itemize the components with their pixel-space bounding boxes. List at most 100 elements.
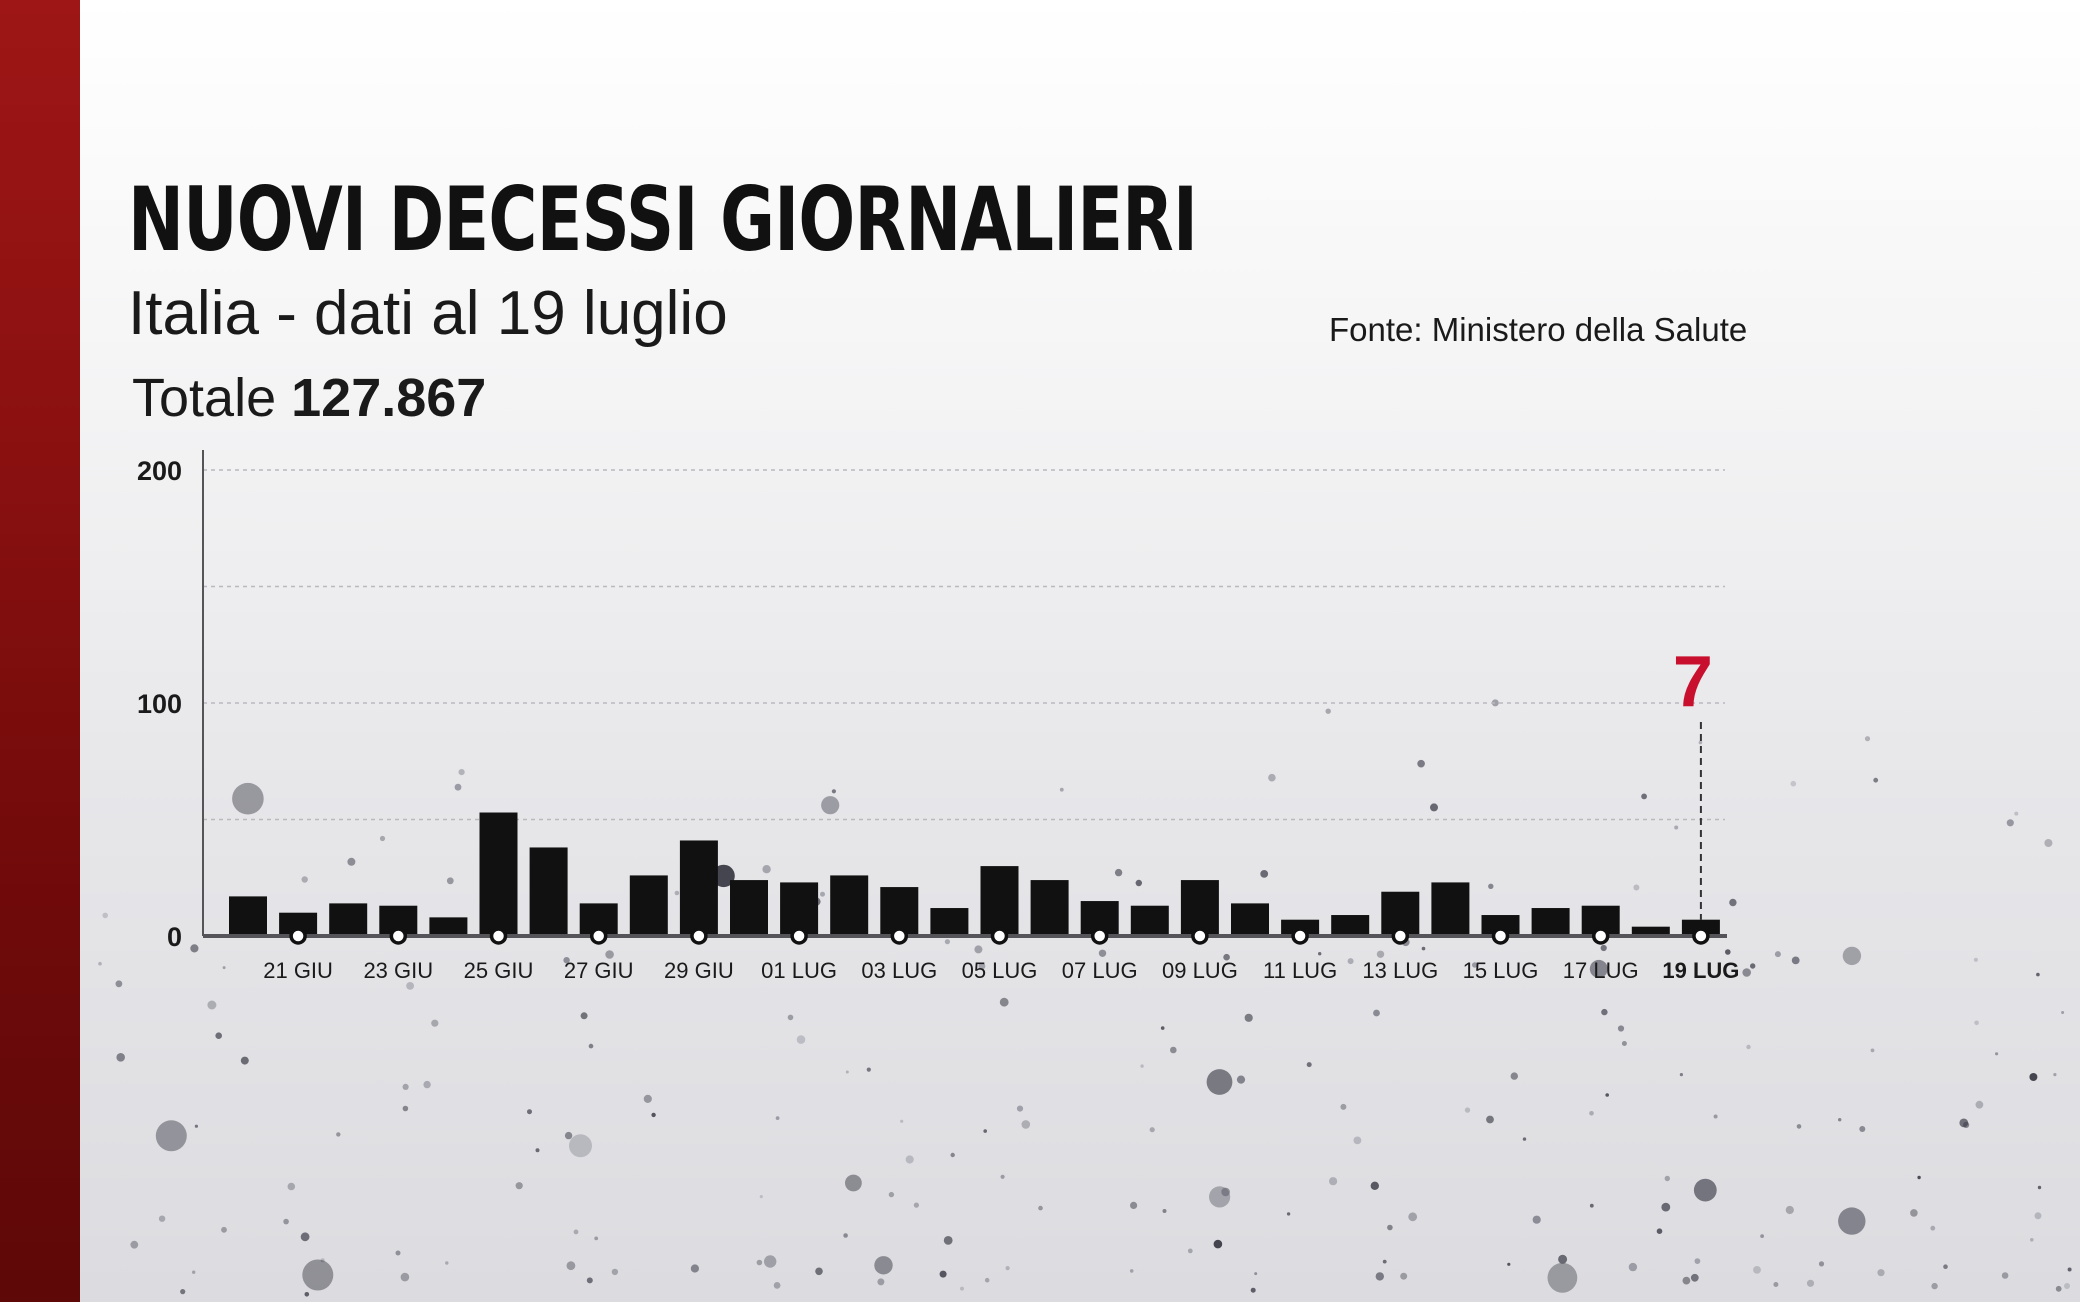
- speckle: [939, 1270, 947, 1278]
- speckle: [974, 945, 983, 954]
- x-tick-label: 09 LUG: [1162, 958, 1238, 983]
- speckle: [1329, 1177, 1338, 1186]
- total-line: Totale 127.867: [132, 371, 486, 425]
- speckle: [888, 1191, 895, 1198]
- speckle: [2029, 1073, 2038, 1081]
- speckle: [1417, 759, 1425, 768]
- speckle: [1532, 1215, 1541, 1224]
- background-speckles: [98, 699, 2072, 1297]
- grid-lines: [203, 469, 1725, 821]
- speckle: [1223, 953, 1230, 961]
- speckle: [155, 1120, 187, 1152]
- speckle: [1694, 1258, 1701, 1264]
- speckle: [1187, 1248, 1193, 1254]
- speckle: [116, 1053, 125, 1062]
- bars: [229, 812, 1720, 936]
- speckle: [1753, 1266, 1761, 1274]
- speckle: [913, 1202, 920, 1208]
- speckle: [1318, 952, 1322, 956]
- bar: [1130, 905, 1169, 936]
- speckle: [1628, 1262, 1638, 1272]
- x-tick-label: 15 LUG: [1463, 958, 1539, 983]
- x-tick-marker: [1090, 927, 1109, 945]
- speckle: [283, 1218, 289, 1225]
- speckle: [983, 1129, 987, 1133]
- speckle: [1621, 1041, 1627, 1046]
- speckle: [102, 912, 108, 919]
- speckle: [1600, 944, 1607, 952]
- speckle: [564, 1131, 573, 1140]
- speckle: [240, 1056, 249, 1065]
- speckle: [796, 1035, 806, 1044]
- speckle: [192, 1270, 196, 1274]
- speckle: [1021, 1120, 1031, 1129]
- speckle: [573, 1229, 579, 1235]
- speckle: [1959, 1118, 1969, 1128]
- speckle: [1206, 1069, 1233, 1095]
- speckle: [1114, 868, 1123, 877]
- speckle: [194, 1124, 198, 1128]
- bar: [679, 840, 718, 936]
- y-tick-label: 200: [137, 456, 182, 486]
- speckle: [787, 1014, 794, 1021]
- speckle: [431, 1019, 439, 1027]
- highlight-value-label: 7: [1673, 642, 1713, 722]
- speckle: [1870, 1048, 1875, 1053]
- speckle: [232, 782, 264, 815]
- speckle: [1510, 1072, 1519, 1080]
- speckle: [1790, 780, 1797, 787]
- speckle: [773, 1282, 781, 1289]
- speckle: [1005, 1266, 1010, 1271]
- speckle: [395, 1250, 401, 1256]
- speckle: [845, 1070, 849, 1074]
- speckle: [402, 1083, 409, 1090]
- speckle: [2037, 1185, 2042, 1190]
- bar: [730, 880, 768, 936]
- speckle: [651, 1112, 656, 1118]
- speckle: [1370, 1181, 1380, 1191]
- speckle: [643, 1094, 652, 1103]
- speckle: [1129, 1269, 1134, 1273]
- x-tick-marker: [990, 927, 1009, 945]
- speckle: [1408, 1212, 1418, 1222]
- speckle: [304, 1292, 310, 1297]
- speckle: [527, 1109, 532, 1115]
- bar: [1231, 903, 1269, 936]
- speckle: [762, 865, 771, 874]
- speckle: [1864, 736, 1871, 742]
- x-tick-label: 21 GIU: [263, 958, 333, 983]
- speckle: [1373, 1009, 1380, 1017]
- speckle: [535, 1148, 540, 1153]
- speckle: [1838, 1207, 1866, 1235]
- speckle: [1943, 1264, 1948, 1269]
- speckle: [1664, 1175, 1671, 1182]
- bar: [1180, 880, 1219, 936]
- x-tick-label: 13 LUG: [1362, 958, 1438, 983]
- speckle: [215, 1032, 222, 1039]
- speckle: [1589, 959, 1608, 978]
- speckle: [207, 1000, 217, 1010]
- bar: [930, 908, 969, 936]
- speckle: [1693, 1178, 1717, 1202]
- speckle: [1818, 1261, 1825, 1267]
- bar: [1431, 882, 1470, 936]
- speckle: [1254, 1272, 1258, 1276]
- axis-labels: 0 100 200 21 GIU 23 GIU 25 GIU 27 GIU 29 GIU 01 …: [137, 456, 1739, 983]
- speckle: [1059, 787, 1064, 792]
- speckle: [1910, 1209, 1918, 1217]
- speckle: [1742, 968, 1751, 977]
- speckle: [815, 1267, 823, 1276]
- speckle: [1464, 1107, 1471, 1113]
- speckle: [1656, 1228, 1663, 1234]
- speckle: [1838, 1118, 1842, 1122]
- red-side-strip: [0, 0, 80, 1302]
- speckle: [1221, 1187, 1230, 1197]
- speckle: [1859, 1126, 1866, 1132]
- x-tick-marker: [690, 927, 708, 945]
- bar: [980, 866, 1019, 936]
- speckle: [1682, 1276, 1691, 1285]
- speckle: [845, 1174, 862, 1192]
- speckle: [1244, 1013, 1253, 1022]
- speckle: [1589, 1111, 1594, 1116]
- speckle: [1725, 949, 1731, 955]
